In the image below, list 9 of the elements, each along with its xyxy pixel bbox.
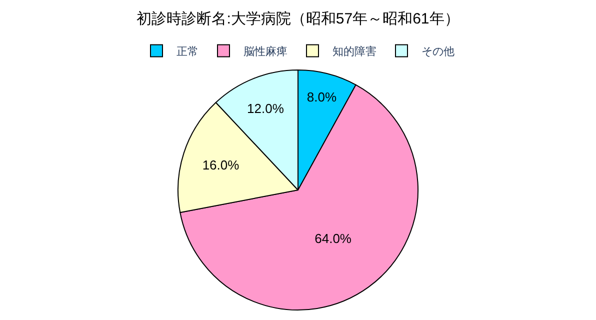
data-label: 8.0% — [306, 89, 337, 104]
legend-label: 脳性麻痺 — [244, 44, 288, 58]
legend-label: 正常 — [176, 44, 198, 58]
chart-title: 初診時診断名:大学病院（昭和57年～昭和61年） — [136, 10, 460, 28]
legend-label: 知的障害 — [332, 44, 376, 58]
data-label: 12.0% — [247, 100, 284, 116]
data-label: 64.0% — [314, 231, 352, 246]
legend-label: その他 — [422, 46, 454, 58]
data-label: 16.0% — [202, 157, 240, 172]
